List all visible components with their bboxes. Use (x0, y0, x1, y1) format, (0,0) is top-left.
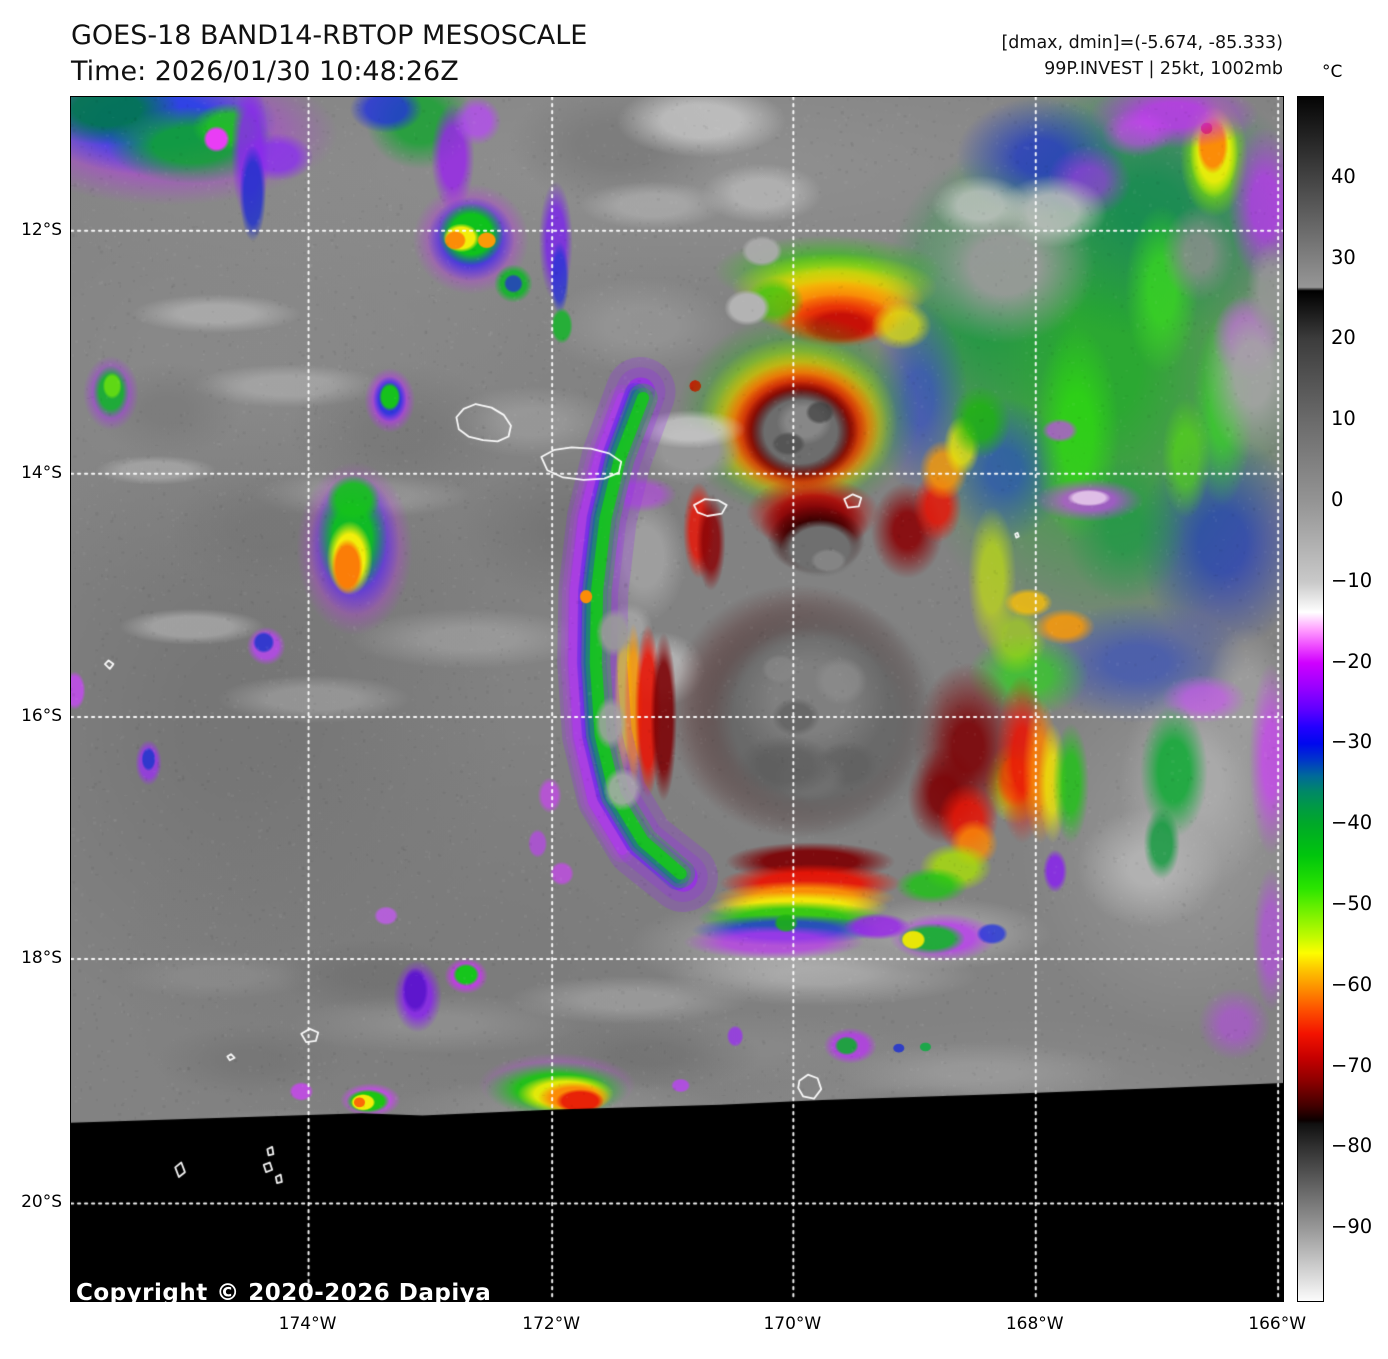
dmax-dmin-label: [dmax, dmin]=(-5.674, -85.333) (1001, 33, 1283, 53)
lat-label: 16°S (21, 706, 62, 727)
lon-label: 166°W (1248, 1314, 1307, 1334)
page-title: GOES-18 BAND14-RBTOP MESOSCALE (71, 20, 588, 51)
lon-label: 174°W (278, 1314, 337, 1334)
lat-label: 18°S (21, 948, 62, 969)
satellite-map (70, 96, 1284, 1302)
lon-label: 168°W (1005, 1314, 1064, 1334)
lat-label: 14°S (21, 462, 62, 483)
colorbar-tick-label: 40 (1331, 164, 1356, 188)
colorbar-tick-label: −40 (1331, 811, 1373, 835)
colorbar-tick-label: −50 (1331, 892, 1373, 916)
colorbar-tick-label: −60 (1331, 972, 1373, 996)
satellite-imagery-canvas (71, 97, 1283, 1301)
colorbar-tick-label: 0 (1331, 488, 1344, 512)
lon-label: 170°W (763, 1314, 822, 1334)
colorbar-tick-label: −80 (1331, 1134, 1373, 1158)
lon-label: 172°W (522, 1314, 581, 1334)
lat-label: 12°S (21, 219, 62, 240)
colorbar-tick-label: −30 (1331, 730, 1373, 754)
title-block: GOES-18 BAND14-RBTOP MESOSCALE Time: 202… (71, 18, 587, 90)
colorbar-tick-label: 30 (1331, 245, 1356, 269)
colorbar-tick-label: −90 (1331, 1215, 1373, 1239)
colorbar-tick-label: −10 (1331, 568, 1373, 592)
colorbar-unit-label: °C (1322, 62, 1343, 82)
colorbar-tick-label: −70 (1331, 1053, 1373, 1077)
colorbar-tick-label: −20 (1331, 649, 1373, 673)
colorbar-tick-label: 20 (1331, 326, 1356, 350)
info-block: [dmax, dmin]=(-5.674, -85.333) 99P.INVES… (1001, 30, 1283, 82)
lat-label: 20°S (21, 1192, 62, 1213)
temperature-colorbar (1297, 96, 1324, 1302)
colorbar-tick-label: 10 (1331, 407, 1356, 431)
timestamp-label: Time: 2026/01/30 10:48:26Z (71, 56, 459, 87)
storm-info-label: 99P.INVEST | 25kt, 1002mb (1044, 59, 1283, 79)
copyright-label: Copyright © 2020-2026 Dapiya (76, 1280, 492, 1306)
